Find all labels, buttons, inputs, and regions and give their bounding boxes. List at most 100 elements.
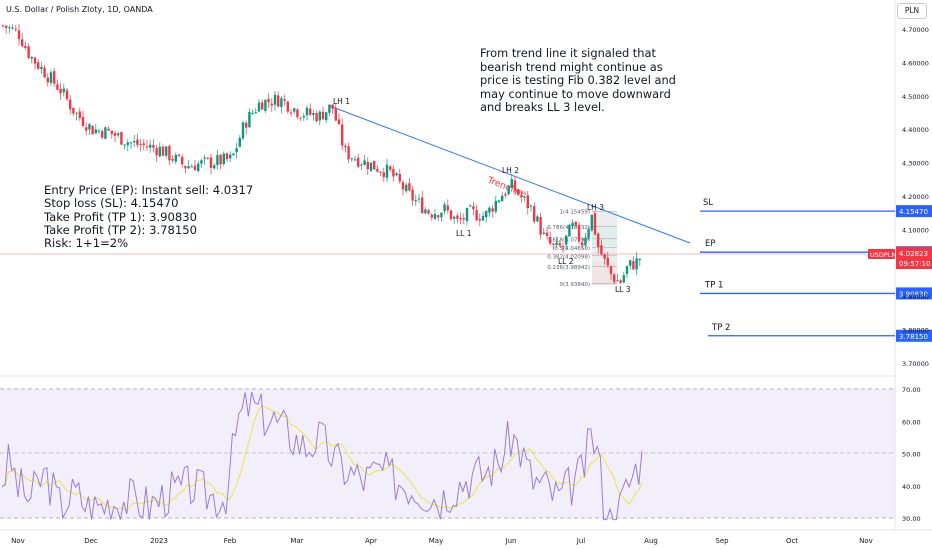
analysis-note: From trend line it signaled that bearish…	[480, 46, 676, 115]
candle-body	[635, 258, 638, 270]
candle-body	[449, 210, 453, 220]
candle-body	[91, 125, 94, 135]
rsi-line[interactable]	[1, 392, 643, 521]
candle-body	[270, 103, 273, 106]
candle-body	[459, 218, 462, 220]
candle-body	[526, 195, 529, 209]
time-axis[interactable]: Nov Dec 2023 Feb Mar Apr May Jun Jul Aug Sep Oct Nov	[11, 537, 873, 545]
candle-body	[187, 166, 190, 169]
candle-body	[462, 218, 465, 220]
candle-body	[113, 132, 117, 136]
candle-body	[248, 111, 251, 128]
rsi-band	[0, 389, 895, 518]
candle-body	[117, 133, 120, 136]
candle-body	[389, 166, 392, 170]
label-ll2: LL 2	[558, 257, 574, 266]
candle-body	[149, 144, 152, 148]
candle-body	[337, 119, 341, 124]
rsi-tick: 50.00	[902, 451, 921, 459]
level-tag: 3.78150	[899, 333, 928, 341]
price-tick: 4.60000	[902, 59, 929, 67]
candle-body	[584, 237, 587, 246]
price-tick: 4.70000	[902, 26, 929, 34]
candle-body	[597, 233, 600, 247]
time-tick: Nov	[859, 537, 873, 545]
candle-body	[437, 215, 440, 218]
time-tick: May	[429, 537, 443, 545]
candle-body	[494, 200, 497, 212]
price-pane[interactable]	[0, 0, 895, 372]
candle-body	[625, 266, 629, 274]
candle-body	[443, 204, 446, 212]
trade-line-stop: Stop loss (SL): 4.15470	[44, 196, 179, 211]
candle-body	[568, 224, 571, 237]
price-tag-bg	[896, 247, 932, 269]
price-tick: 3.90000	[902, 293, 929, 301]
candle-body	[440, 212, 443, 218]
candle-body	[174, 154, 177, 162]
candle-body	[315, 113, 318, 122]
candle-body	[43, 67, 46, 78]
candle-body	[533, 206, 536, 222]
time-tick: Sep	[715, 537, 729, 545]
currency-button[interactable]: PLN	[897, 3, 927, 19]
candle-body	[513, 180, 517, 191]
candles[interactable]	[1, 24, 641, 285]
candle-body	[177, 154, 181, 157]
candle-body	[69, 99, 72, 110]
candle-body	[161, 146, 165, 156]
candle-body	[222, 153, 225, 164]
candle-body	[517, 189, 520, 195]
rsi-axis[interactable]: 70.00 60.00 50.00 40.00 30.00	[902, 386, 921, 523]
candle-body	[62, 88, 65, 93]
candle-body	[1, 25, 5, 27]
candle-body	[571, 222, 574, 227]
candle-body	[225, 153, 229, 160]
fib-label: 0.382(4.02098)	[547, 254, 590, 260]
candle-body	[17, 30, 21, 40]
level-tag-bg	[896, 205, 932, 218]
level-tag-bg	[896, 287, 932, 300]
candle-body	[379, 171, 382, 173]
candle-body	[59, 88, 62, 94]
candle-body	[382, 172, 385, 178]
level-tag: 3.90830	[899, 290, 928, 298]
candle-body	[331, 104, 334, 109]
candle-body	[321, 111, 325, 120]
candle-body	[296, 109, 299, 118]
candle-body	[30, 57, 33, 59]
candle-body	[504, 194, 507, 196]
candle-body	[360, 164, 363, 166]
countdown-tag: 09:57:10	[899, 260, 930, 268]
candle-body	[542, 232, 545, 234]
level-name: TP 1	[704, 280, 723, 290]
candle-body	[277, 95, 280, 107]
price-tick: 4.20000	[902, 193, 929, 201]
candle-body	[155, 148, 158, 156]
candle-body	[478, 219, 481, 221]
candle-body	[123, 144, 126, 146]
candle-body	[565, 235, 568, 245]
candle-body	[299, 117, 302, 119]
candle-body	[414, 199, 417, 202]
candle-body	[78, 111, 81, 118]
candle-body	[56, 84, 59, 90]
rsi-tick: 70.00	[902, 386, 921, 394]
fib-label: 0.618(4.07190)	[547, 237, 590, 243]
trade-setup: Entry Price (EP): Instant sell: 4.0317 S…	[44, 183, 253, 250]
candle-body	[309, 108, 312, 115]
candle-body	[609, 266, 613, 274]
price-tag: 4.02823	[899, 250, 928, 258]
trendline[interactable]	[329, 105, 691, 244]
symbol-title[interactable]: U.S. Dollar / Polish Zloty, 1D, OANDA	[6, 5, 153, 14]
time-tick: Feb	[224, 537, 237, 545]
label-lh1: LH 1	[333, 97, 350, 106]
candle-body	[408, 183, 411, 191]
candle-body	[5, 25, 8, 28]
candle-body	[88, 124, 91, 130]
candle-body	[280, 98, 283, 108]
candle-body	[107, 128, 110, 131]
price-axis[interactable]: 4.70000 4.60000 4.50000 4.40000 4.30000 4.200…	[902, 26, 929, 368]
candle-body	[427, 210, 430, 214]
